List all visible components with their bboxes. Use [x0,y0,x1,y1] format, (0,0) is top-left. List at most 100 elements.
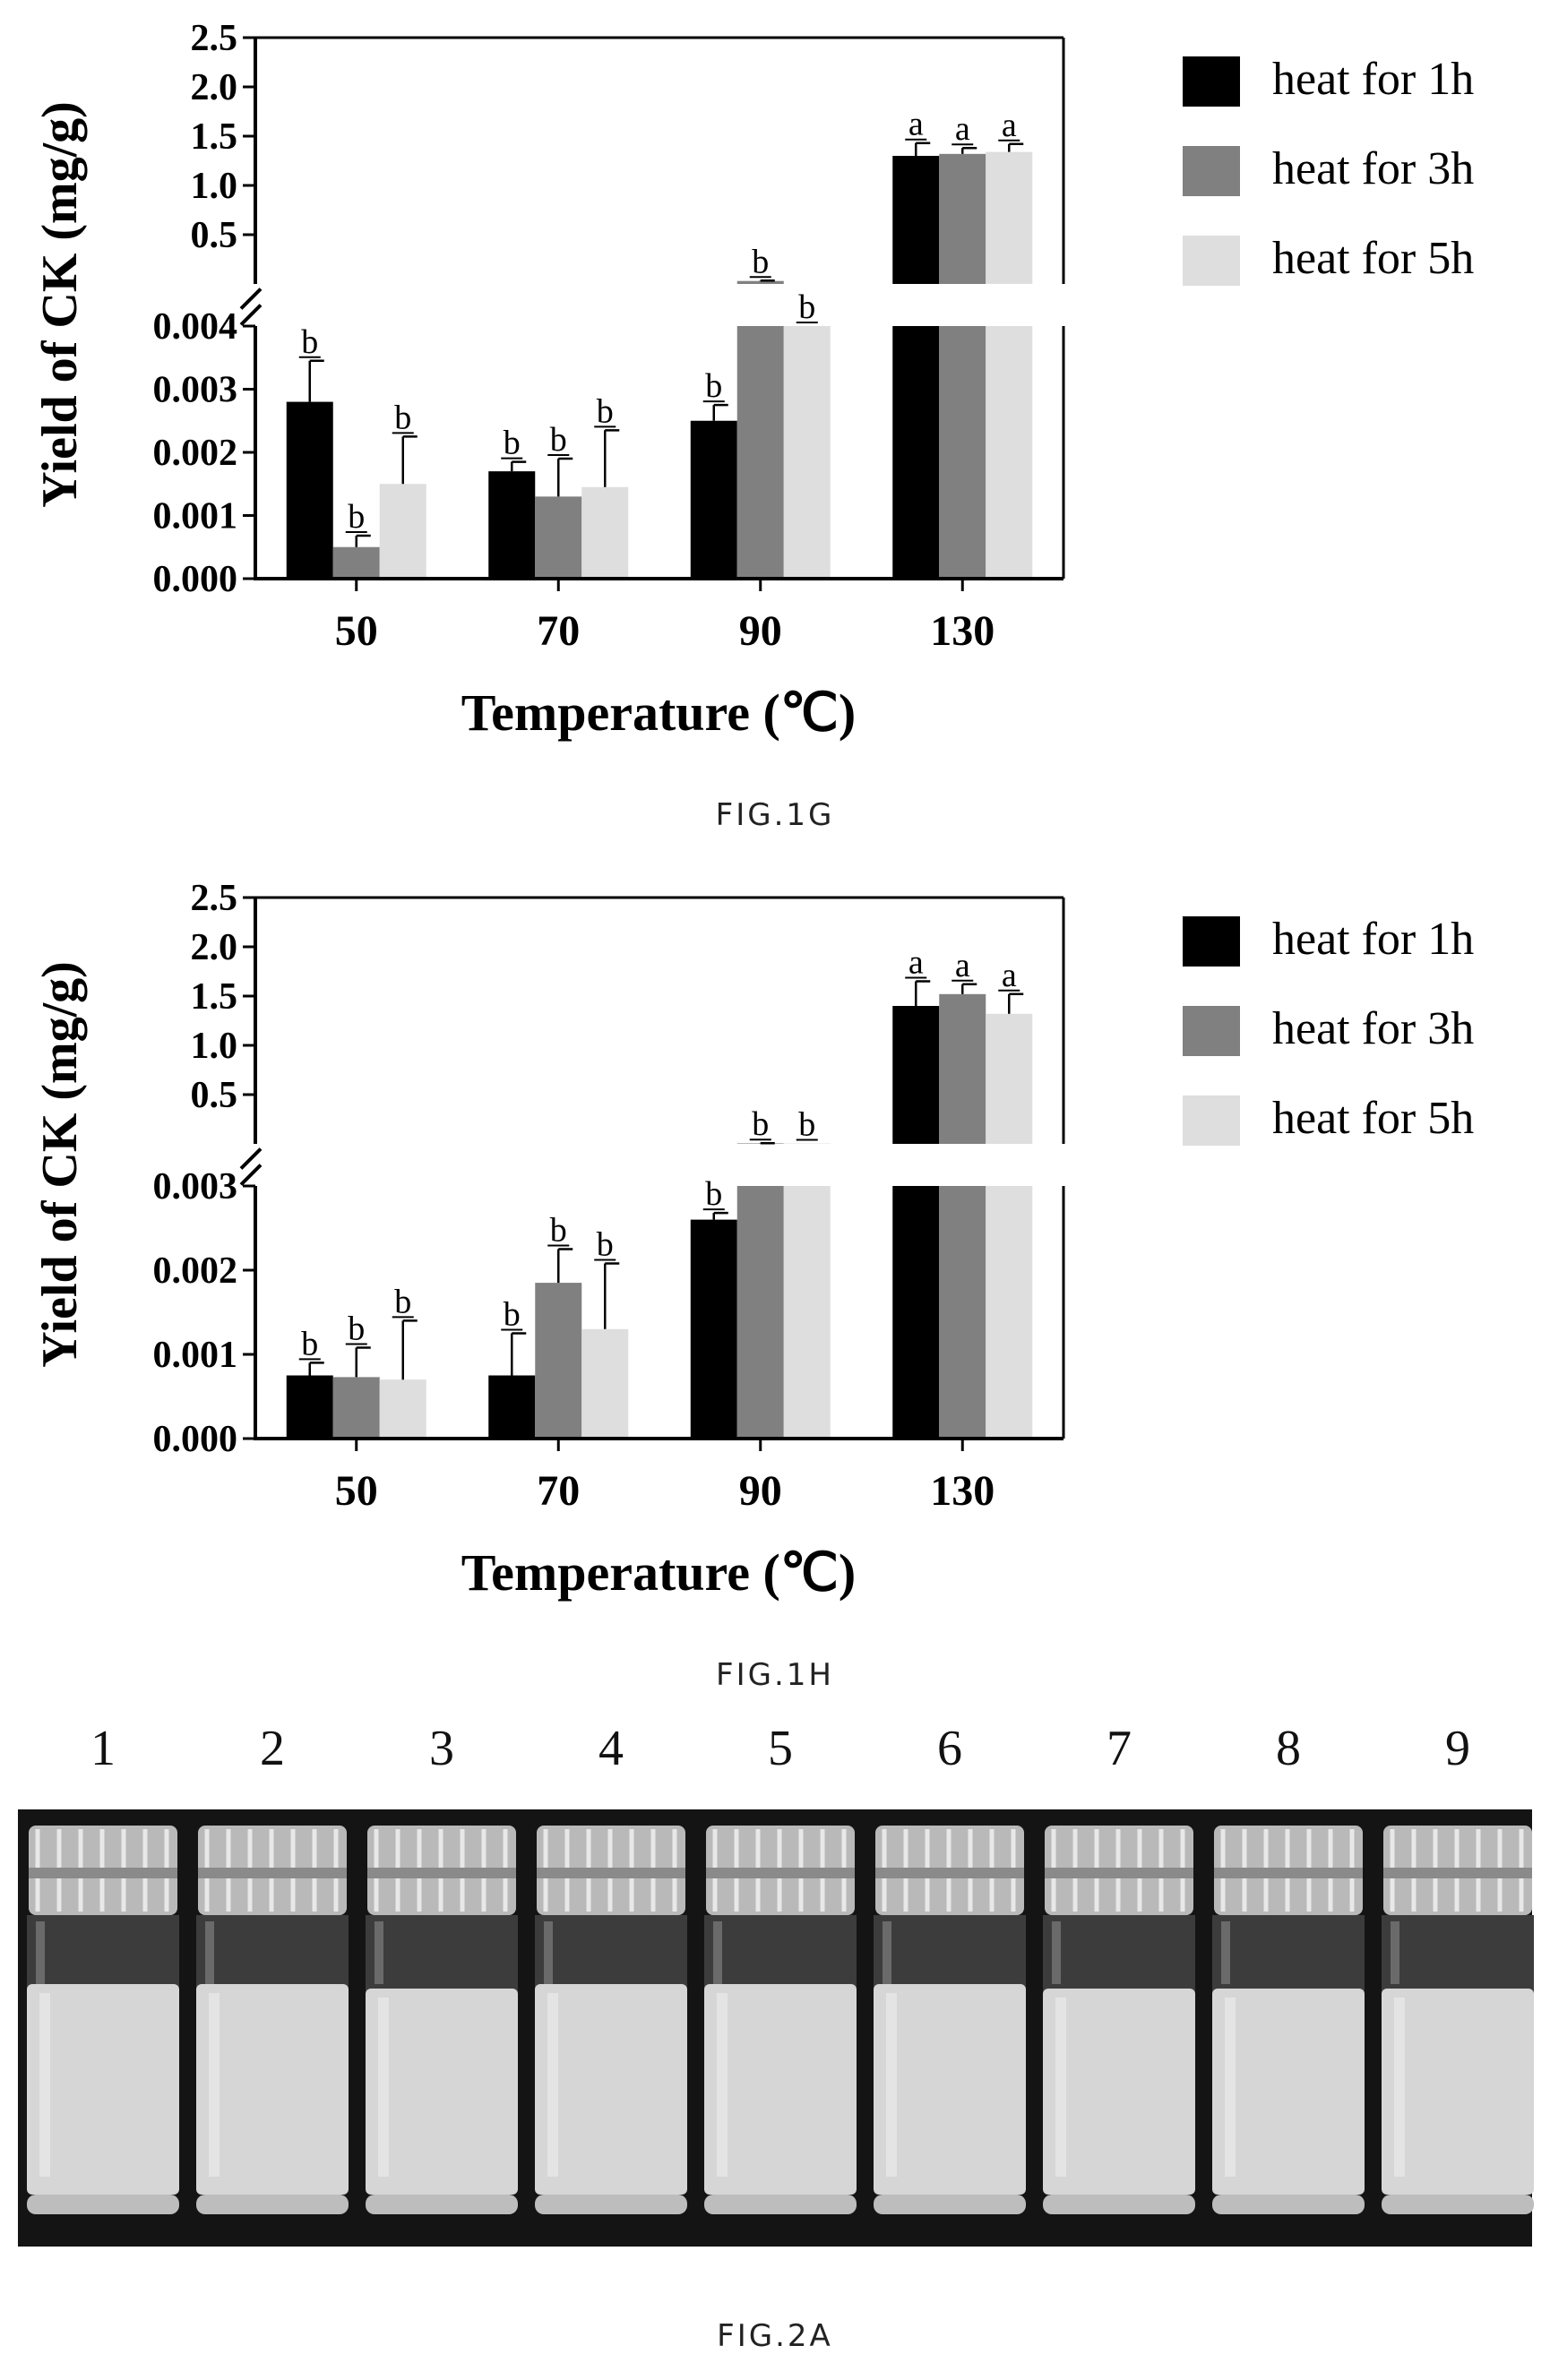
vial-number-label: 7 [1107,1721,1132,1776]
y-tick-label: 1.0 [191,166,238,207]
y-tick-label: 0.003 [153,370,238,411]
bar [690,420,737,579]
bar [783,1186,831,1439]
vial-base [1212,2195,1365,2214]
significance-label: b [798,1106,815,1144]
x-tick-label: 70 [537,1467,580,1515]
glass-glare [1221,1921,1230,1984]
bar-upper [986,1013,1033,1144]
significance-label: b [394,1283,411,1320]
bar [892,1186,940,1439]
vial-base [196,2195,349,2214]
legend-swatch [1183,1006,1240,1056]
significance-label: a [908,944,924,982]
y-tick-label: 0.002 [153,433,238,474]
legend-swatch [1183,56,1240,107]
vial [1212,1826,1365,2214]
cap-band [706,1868,855,1878]
vial-liquid [366,1989,518,2195]
vial [874,1826,1026,2214]
significance-label: b [504,425,521,462]
glass-glare [713,1921,722,1984]
significance-label: b [597,1225,614,1263]
bar [690,1219,737,1439]
y-tick-label: 2.5 [191,18,238,59]
x-tick-label: 130 [930,607,995,655]
x-tick-label: 50 [335,1467,378,1515]
legend-swatch [1183,1095,1240,1146]
vial-number-label: 5 [768,1721,793,1776]
y-tick-label: 1.0 [191,1026,238,1067]
vial-headspace [1043,1915,1195,1996]
legend-swatch [1183,146,1240,196]
cap-band [875,1868,1024,1878]
significance-label: b [798,288,815,326]
significance-label: b [301,1325,318,1362]
vial-liquid [196,1984,349,2195]
cap-band [29,1868,177,1878]
legend-label: heat for 1h [1272,54,1474,105]
vial-photo-section: 1 2 3 4 5 6 7 8 9 [0,1720,1550,2257]
bar [535,496,582,579]
glass-glare [375,1921,383,1984]
legend-label: heat for 3h [1272,1003,1474,1054]
legend-label: heat for 5h [1272,233,1474,284]
bars-group [286,980,1033,1439]
y-tick-label: 2.5 [191,878,238,919]
vial [1382,1826,1534,2214]
cap-band [1214,1868,1363,1878]
vial-number-label: 6 [937,1721,962,1776]
y-tick-label: 0.003 [153,1166,238,1207]
bar-upper [939,993,986,1144]
axis-break-mark [239,1164,263,1186]
significance-label: a [955,110,970,148]
figure-caption-2a: FIG.2A [717,2318,833,2354]
bar [986,1186,1033,1439]
x-axis-title: Temperature (℃) [461,683,856,742]
x-tick-label: 90 [739,607,782,655]
bar-upper [892,1006,940,1144]
significance-label: b [752,1105,769,1143]
cap-band [198,1868,347,1878]
bar [736,1186,784,1439]
liquid-highlight [378,1998,389,2177]
vial-liquid [535,1984,687,2195]
vial-headspace [535,1915,687,1996]
vial-liquid [1212,1989,1365,2195]
vial-headspace [1382,1915,1534,1996]
y-tick-label: 0.5 [191,215,238,256]
significance-label: b [348,1310,365,1347]
bar-upper [736,280,784,284]
vial-headspace [27,1915,179,1996]
bar [939,326,986,579]
significance-label: b [597,392,614,430]
y-tick-label: 0.5 [191,1075,238,1116]
liquid-highlight [209,1993,220,2177]
bar [332,546,380,579]
glass-glare [1391,1921,1399,1984]
vial-liquid [1382,1989,1534,2195]
y-tick-label: 0.000 [153,559,238,600]
vial-liquid [27,1984,179,2195]
significance-label: a [1002,957,1017,994]
vial-number-label: 2 [260,1721,285,1776]
significance-label: b [705,367,722,405]
significance-label: b [394,399,411,436]
x-tick-label: 70 [537,607,580,655]
vial [196,1826,349,2214]
vial-headspace [874,1915,1026,1996]
significance-label: b [752,243,769,280]
vial-base [535,2195,687,2214]
bars-group [286,142,1033,579]
vial-headspace [196,1915,349,1996]
liquid-highlight [717,1993,728,2177]
significance-label: a [955,947,970,984]
bar [488,1375,536,1439]
significance-label: b [301,323,318,361]
glass-glare [205,1921,214,1984]
bar [783,326,831,579]
legend-label: heat for 5h [1272,1093,1474,1144]
liquid-highlight [1055,1998,1066,2177]
vial-base [27,2195,179,2214]
